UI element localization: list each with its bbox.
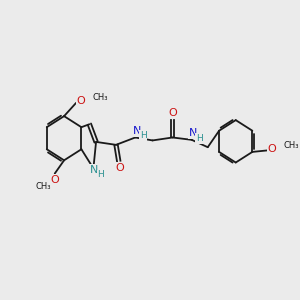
Text: CH₃: CH₃: [35, 182, 50, 191]
Text: O: O: [76, 96, 85, 106]
Text: O: O: [267, 144, 276, 154]
Text: N: N: [132, 126, 141, 136]
Text: CH₃: CH₃: [93, 93, 108, 102]
Text: CH₃: CH₃: [284, 141, 299, 150]
Text: H: H: [140, 131, 147, 140]
Text: H: H: [196, 134, 202, 143]
Text: O: O: [116, 163, 124, 172]
Text: H: H: [98, 170, 104, 179]
Text: N: N: [90, 165, 98, 175]
Text: N: N: [189, 128, 197, 138]
Text: O: O: [168, 108, 177, 118]
Text: O: O: [50, 175, 59, 185]
